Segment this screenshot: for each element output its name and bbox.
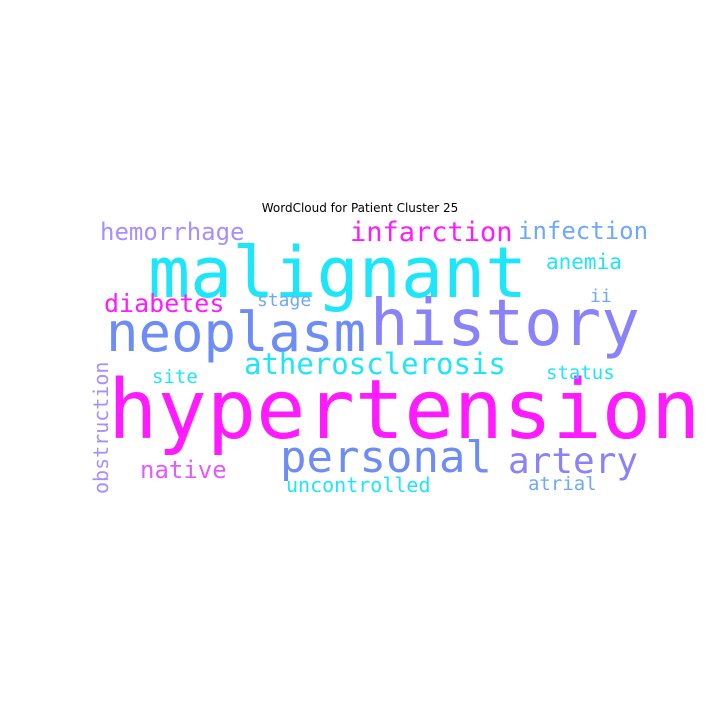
word-neoplasm: neoplasm xyxy=(106,301,367,364)
word-anemia: anemia xyxy=(546,250,622,274)
word-site: site xyxy=(152,366,198,388)
word-artery: artery xyxy=(508,441,639,482)
word-uncontrolled: uncontrolled xyxy=(286,473,431,497)
word-hypertension: hypertension xyxy=(108,363,701,458)
word-hemorrhage: hemorrhage xyxy=(100,218,245,246)
word-obstruction: obstruction xyxy=(89,361,113,494)
word-status: status xyxy=(546,362,615,384)
word-infection: infection xyxy=(518,217,649,245)
chart-title: WordCloud for Patient Cluster 25 xyxy=(261,201,459,215)
word-ii: ii xyxy=(590,286,612,307)
word-history: history xyxy=(370,287,640,361)
word-malignant: malignant xyxy=(148,232,528,314)
word-atherosclerosis: atherosclerosis xyxy=(244,347,506,381)
word-personal: personal xyxy=(280,432,492,483)
word-infarction: infarction xyxy=(350,217,513,248)
word-atrial: atrial xyxy=(528,473,597,495)
word-stage: stage xyxy=(257,290,312,311)
word-native: native xyxy=(140,456,227,484)
word-diabetes: diabetes xyxy=(104,289,225,318)
